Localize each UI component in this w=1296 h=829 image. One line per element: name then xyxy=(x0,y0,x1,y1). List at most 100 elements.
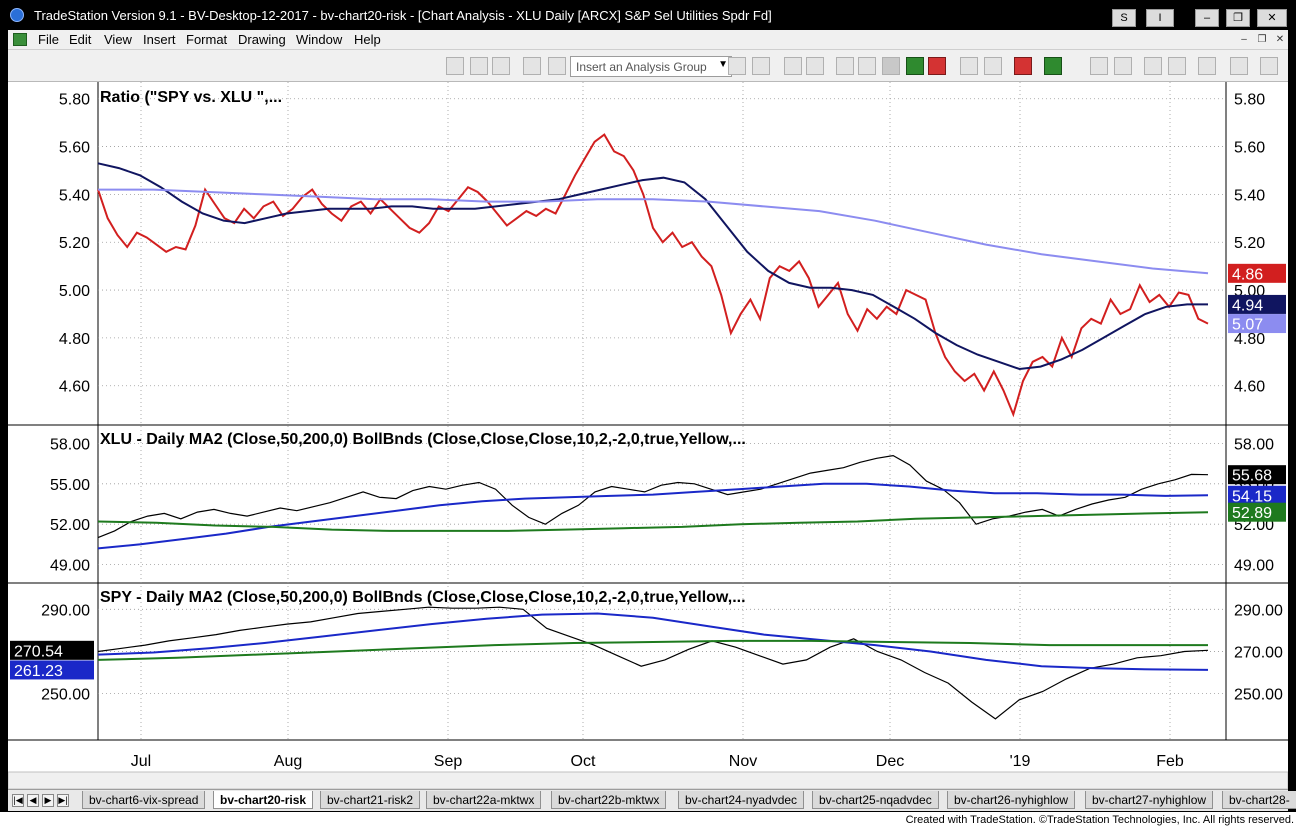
last-value-label: 5.07 xyxy=(1232,317,1263,334)
sheet-tab-chart25-nqadvdec[interactable]: bv-chart25-nqadvdec xyxy=(812,791,939,809)
tradestation-logo-icon xyxy=(10,8,24,22)
crosshair-icon[interactable] xyxy=(1168,57,1186,75)
sheet-tab-chart21-risk2[interactable]: bv-chart21-risk2 xyxy=(320,791,421,809)
y-tick-label-left: 52.00 xyxy=(50,517,90,534)
y-tick-label-left: 58.00 xyxy=(50,436,90,453)
pointer-icon[interactable] xyxy=(1144,57,1162,75)
menu-insert[interactable]: Insert xyxy=(143,32,176,47)
sheet-tab-vix-spread[interactable]: bv-chart6-vix-spread xyxy=(82,791,206,809)
last-sheet-button[interactable]: ▶| xyxy=(57,794,69,807)
strategy-button[interactable]: S xyxy=(1112,9,1136,27)
maximize-button[interactable]: ❐ xyxy=(1226,9,1250,27)
copyright-text: Created with TradeStation. ©TradeStation… xyxy=(905,814,1294,826)
drawing-tools-icon[interactable] xyxy=(1198,57,1216,75)
menu-file[interactable]: File xyxy=(38,32,59,47)
copy-icon[interactable] xyxy=(806,57,824,75)
analysis-group-dropdown[interactable]: Insert an Analysis Group ▼ xyxy=(570,56,732,77)
format-window-icon[interactable] xyxy=(492,57,510,75)
menu-drawing[interactable]: Drawing xyxy=(238,32,286,47)
y-tick-label-left: 5.60 xyxy=(59,140,90,157)
series-line-close xyxy=(97,606,1209,720)
menu-format[interactable]: Format xyxy=(186,32,228,47)
series-line-ma-50 xyxy=(97,162,1208,371)
y-tick-label-left: 55.00 xyxy=(50,477,90,494)
series-line-ma-50 xyxy=(97,482,1209,550)
sheet-tab-chart22b-mktwx[interactable]: bv-chart22b-mktwx xyxy=(551,791,667,809)
sheet-tab-chart28[interactable]: bv-chart28- xyxy=(1222,791,1296,809)
series-line-ma-200 xyxy=(97,639,1208,661)
print-icon[interactable] xyxy=(784,57,802,75)
y-tick-label-left: 5.00 xyxy=(59,283,90,300)
chart-document-icon[interactable] xyxy=(13,33,27,46)
y-tick-label-right: 250.00 xyxy=(1234,687,1283,704)
first-sheet-button[interactable]: |◀ xyxy=(12,794,24,807)
last-value-box xyxy=(1228,465,1286,485)
sheet-tab-chart24-nyadvdec[interactable]: bv-chart24-nyadvdec xyxy=(678,791,805,809)
sheet-tab-chart22a-mktwx[interactable]: bv-chart22a-mktwx xyxy=(426,791,542,809)
x-tick-label: Nov xyxy=(729,753,757,770)
indicator-button[interactable]: I xyxy=(1146,9,1174,27)
notes-icon[interactable] xyxy=(1260,57,1278,75)
sheet-tab-chart20-risk[interactable]: bv-chart20-risk xyxy=(213,791,314,809)
y-tick-label-left: 49.00 xyxy=(50,558,90,575)
y-tick-label-right: 290.00 xyxy=(1234,602,1283,619)
last-value-box xyxy=(1228,294,1286,314)
menu-window[interactable]: Window xyxy=(296,32,343,47)
last-value-label: 270.54 xyxy=(14,643,63,660)
menu-edit[interactable]: Edit xyxy=(69,32,92,47)
dot-chart-icon[interactable] xyxy=(882,57,900,75)
candle-icon[interactable] xyxy=(858,57,876,75)
menu-bar: File Edit View Insert Format Drawing Win… xyxy=(8,30,1288,50)
y-tick-label-right: 270.00 xyxy=(1234,644,1283,661)
menu-help[interactable]: Help xyxy=(354,32,381,47)
panel-title: XLU - Daily MA2 (Close,50,200,0) BollBnd… xyxy=(100,431,746,448)
close-button[interactable]: ✕ xyxy=(1257,9,1287,27)
background-color-icon[interactable] xyxy=(1044,57,1062,75)
chevron-down-icon: ▼ xyxy=(718,59,728,70)
y-tick-label-right: 5.40 xyxy=(1234,187,1265,204)
insert-study-icon[interactable] xyxy=(523,57,541,75)
y-tick-label-left: 250.00 xyxy=(41,687,90,704)
x-tick-label: Oct xyxy=(571,753,596,770)
workspace-icon[interactable] xyxy=(1230,57,1248,75)
y-tick-label-left: 4.80 xyxy=(59,331,90,348)
last-value-label: 4.94 xyxy=(1232,297,1263,314)
chart-analysis-area[interactable]: 5.80 5.80 5.60 5.60 5.40 5.40 5.20 5.20 5.00 5.00… xyxy=(8,82,1288,789)
y-tick-label-right: 58.00 xyxy=(1234,436,1274,453)
bar-chart-icon[interactable] xyxy=(836,57,854,75)
save-analysis-icon[interactable] xyxy=(728,57,746,75)
data-window-icon[interactable] xyxy=(446,57,464,75)
mdi-restore-button[interactable]: ❐ xyxy=(1257,34,1267,45)
mdi-minimize-button[interactable]: – xyxy=(1241,34,1247,45)
sheet-tab-chart26-nyhighlow[interactable]: bv-chart26-nyhighlow xyxy=(947,791,1076,809)
chart-canvas[interactable]: 5.80 5.805.60 5.605.40 5.405.20 5.205.00 5.00… xyxy=(8,82,1288,789)
mdi-close-button[interactable]: ✕ xyxy=(1275,34,1285,45)
sheet-tab-chart27-nyhighlow[interactable]: bv-chart27-nyhighlow xyxy=(1085,791,1214,809)
y-tick-label-left: 5.40 xyxy=(59,187,90,204)
window-title-bar: TradeStation Version 9.1 - BV-Desktop-12… xyxy=(0,0,1296,30)
zoom-in-icon[interactable] xyxy=(1090,57,1108,75)
sheet-tab-bar: |◀ ◀ ▶ ▶| bv-chart6-vix-spread bv-chart2… xyxy=(8,789,1296,811)
zoom-space-icon[interactable] xyxy=(960,57,978,75)
y-tick-label-left: 290.00 xyxy=(41,602,90,619)
zoom-out-icon[interactable] xyxy=(1114,57,1132,75)
last-value-box xyxy=(1228,263,1286,283)
color-picker-icon[interactable] xyxy=(1014,57,1032,75)
strategy-icon[interactable] xyxy=(548,57,566,75)
last-value-label: 54.15 xyxy=(1232,488,1272,505)
minimize-button[interactable]: – xyxy=(1195,9,1219,27)
series-line-ma-200 xyxy=(98,188,1209,275)
shift-bars-icon[interactable] xyxy=(984,57,1002,75)
format-symbol-icon[interactable] xyxy=(470,57,488,75)
down-bar-icon[interactable] xyxy=(928,57,946,75)
series-line-ma-50 xyxy=(97,612,1209,671)
x-tick-label: '19 xyxy=(1010,753,1031,770)
prev-sheet-button[interactable]: ◀ xyxy=(27,794,39,807)
last-value-box xyxy=(1228,485,1286,505)
next-sheet-button[interactable]: ▶ xyxy=(42,794,54,807)
remove-analysis-icon[interactable] xyxy=(752,57,770,75)
chart-toolbar: Insert an Analysis Group ▼ xyxy=(8,50,1288,82)
menu-view[interactable]: View xyxy=(104,32,132,47)
up-bar-icon[interactable] xyxy=(906,57,924,75)
x-tick-label: Aug xyxy=(274,753,302,770)
